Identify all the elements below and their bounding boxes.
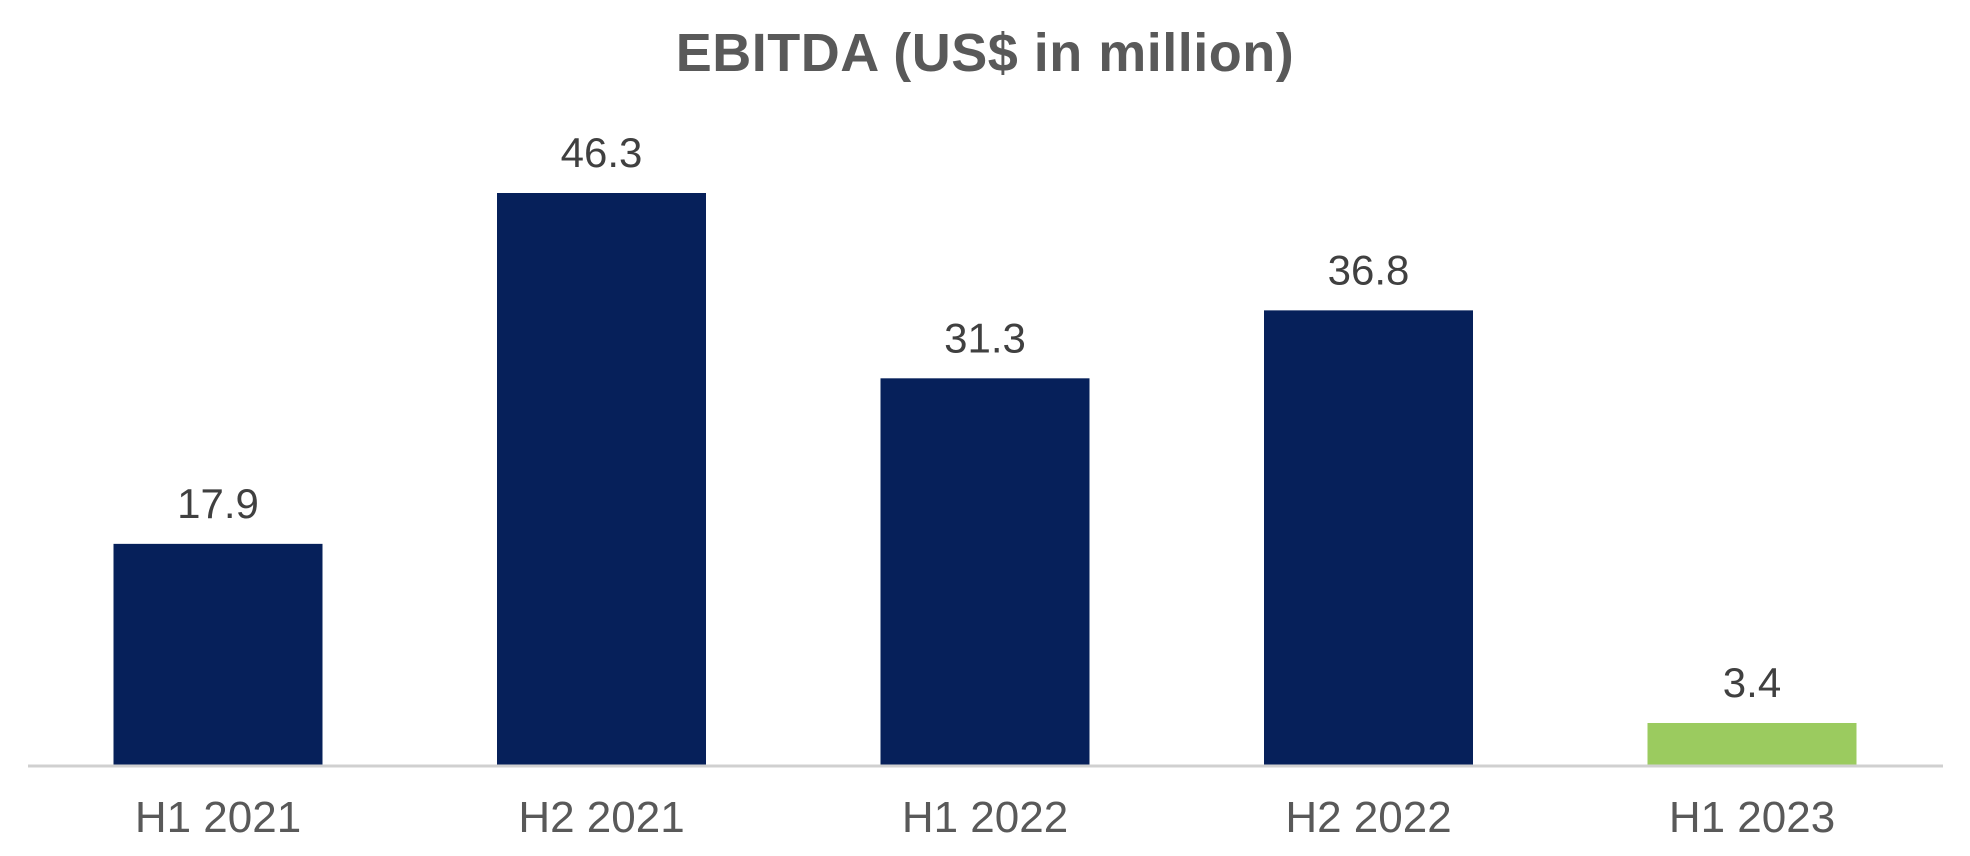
chart-title: EBITDA (US$ in million) (675, 23, 1295, 83)
x-tick-label-h1-2022: H1 2022 (902, 793, 1068, 842)
data-label-h2-2021: 46.3 (561, 129, 643, 176)
bar-h2-2021 (497, 193, 706, 765)
bar-h2-2022 (1264, 310, 1473, 765)
data-label-h1-2023: 3.4 (1723, 659, 1781, 706)
data-labels-group: 17.9 46.3 31.3 36.8 3.4 (177, 129, 1781, 706)
x-tick-labels-group: H1 2021 H2 2021 H1 2022 H2 2022 H1 2023 (135, 793, 1835, 842)
x-tick-label-h2-2021: H2 2021 (518, 793, 684, 842)
bar-h1-2023 (1647, 722, 1857, 765)
bar-h1-2022 (880, 378, 1090, 765)
bar-h1-2021 (113, 543, 323, 765)
x-tick-label-h1-2023: H1 2023 (1669, 793, 1835, 842)
x-tick-label-h1-2021: H1 2021 (135, 793, 301, 842)
x-tick-label-h2-2022: H2 2022 (1285, 793, 1451, 842)
data-label-h1-2022: 31.3 (944, 314, 1026, 361)
data-label-h1-2021: 17.9 (177, 480, 259, 527)
bars-group (113, 193, 1857, 765)
data-label-h2-2022: 36.8 (1328, 246, 1410, 293)
